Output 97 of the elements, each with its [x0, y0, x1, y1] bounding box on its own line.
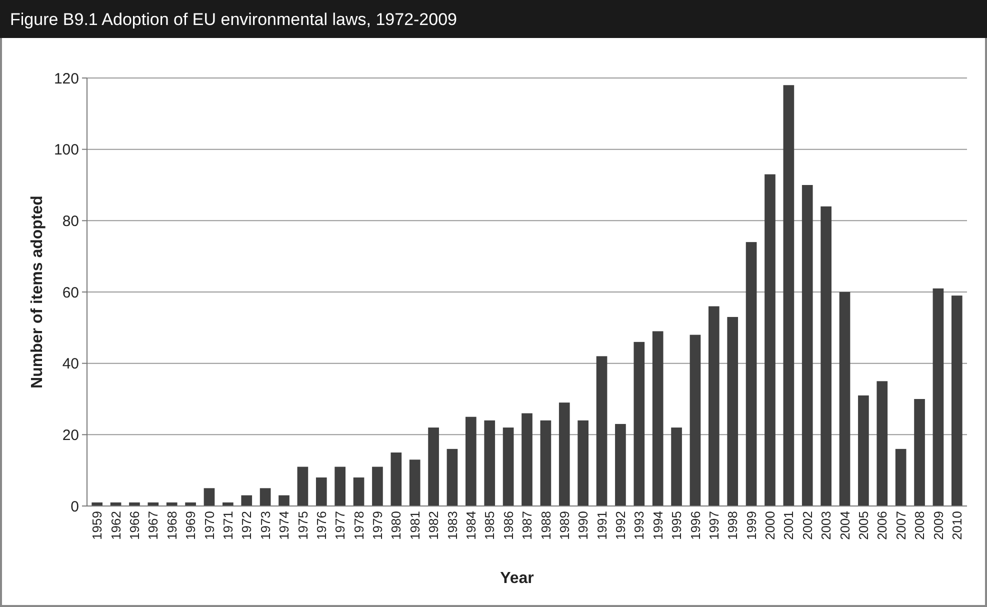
bar: [334, 466, 346, 506]
x-tick-label: 1968: [164, 511, 180, 540]
x-tick-label: 1996: [688, 511, 703, 540]
bar: [390, 452, 402, 506]
bar: [578, 420, 588, 506]
bar: [727, 316, 738, 506]
x-tick-label: 1981: [407, 511, 422, 540]
bar: [746, 242, 757, 506]
bar: [522, 413, 532, 506]
x-tick-label: 1987: [520, 511, 535, 540]
bar: [484, 420, 496, 506]
bar: [634, 342, 645, 506]
x-tick-label: 1989: [556, 511, 572, 540]
bar: [558, 402, 570, 506]
bar: [858, 395, 869, 506]
x-tick-label: 1986: [500, 511, 516, 540]
bar: [353, 477, 364, 506]
x-tick-label: 1990: [576, 511, 591, 540]
x-tick-label: 2001: [781, 511, 796, 540]
x-axis-title: Year: [500, 570, 534, 587]
x-tick-label: 2010: [949, 511, 964, 540]
bar: [615, 424, 626, 506]
bar: [895, 448, 906, 506]
x-tick-label: 1969: [183, 511, 198, 540]
x-tick-label: 1997: [706, 511, 722, 540]
x-tick-label: 1991: [594, 511, 610, 540]
x-tick-label: 1979: [370, 511, 386, 540]
bar: [204, 488, 215, 506]
x-tick-label: 1993: [632, 511, 647, 540]
x-tick-label: 1959: [90, 511, 105, 540]
bar: [446, 448, 458, 506]
bar: [671, 428, 682, 506]
bar: [540, 420, 552, 506]
x-tick-label: 1970: [202, 511, 217, 540]
y-tick-label: 20: [62, 426, 79, 444]
x-tick-label: 2003: [818, 511, 834, 540]
bar: [241, 495, 252, 506]
x-tick-label: 1994: [650, 511, 666, 540]
chart-title: Figure B9.1 Adoption of EU environmental laws, 1972-2009: [10, 10, 457, 29]
bar: [802, 185, 813, 506]
bar: [502, 428, 514, 506]
bar: [428, 428, 439, 506]
x-tick-label: 1971: [220, 511, 236, 540]
bar: [708, 306, 720, 506]
bar: [690, 334, 701, 506]
bar: [876, 381, 888, 506]
bar: [914, 399, 925, 506]
x-tick-label: 1982: [426, 511, 442, 540]
bar: [297, 466, 308, 506]
y-tick-label: 0: [70, 498, 79, 516]
bar: [372, 466, 383, 506]
bar: [652, 331, 664, 506]
bar: [466, 416, 476, 506]
bar: [951, 296, 962, 506]
bar: [278, 495, 290, 506]
bar: [260, 488, 271, 506]
x-tick-label: 2006: [874, 511, 890, 540]
y-tick-label: 60: [62, 284, 79, 302]
x-tick-label: 2002: [800, 511, 815, 540]
y-axis-title: Number of items adopted: [29, 196, 46, 388]
x-tick-label: 1995: [669, 511, 684, 540]
x-tick-label: 1974: [276, 511, 292, 540]
bar: [764, 174, 776, 506]
bar: [932, 288, 944, 506]
x-tick-label: 2007: [893, 511, 908, 540]
x-tick-label: 1985: [482, 511, 498, 540]
x-tick-label: 1973: [258, 511, 273, 540]
x-tick-label: 2009: [930, 511, 946, 540]
x-tick-label: 1980: [388, 511, 404, 540]
x-tick-label: 1983: [444, 511, 460, 540]
y-tick-label: 100: [54, 142, 79, 159]
x-tick-label: 1978: [351, 511, 366, 540]
bar: [839, 292, 850, 506]
x-tick-label: 1999: [744, 511, 759, 540]
x-tick-label: 2008: [912, 511, 928, 540]
x-tick-label: 1972: [239, 511, 254, 540]
x-tick-label: 1998: [725, 511, 740, 540]
bar: [596, 356, 608, 506]
x-tick-label: 1977: [332, 511, 348, 540]
x-tick-label: 2005: [856, 511, 871, 540]
x-tick-label: 1962: [108, 511, 124, 540]
x-tick-label: 1975: [295, 511, 310, 540]
x-tick-label: 1988: [538, 511, 554, 540]
y-tick-label: 80: [62, 212, 79, 230]
x-tick-label: 2004: [837, 511, 852, 540]
bar: [783, 85, 794, 506]
y-tick-label: 40: [62, 356, 79, 373]
x-tick-label: 2000: [762, 511, 778, 540]
x-tick-label: 1967: [146, 511, 161, 540]
x-tick-label: 1992: [613, 511, 628, 540]
bar: [316, 477, 327, 506]
x-tick-label: 1966: [127, 511, 142, 540]
bar: [820, 206, 832, 506]
x-tick-label: 1976: [314, 511, 329, 540]
bar: [409, 460, 420, 506]
y-tick-label: 120: [54, 70, 79, 88]
x-tick-label: 1984: [463, 511, 478, 540]
